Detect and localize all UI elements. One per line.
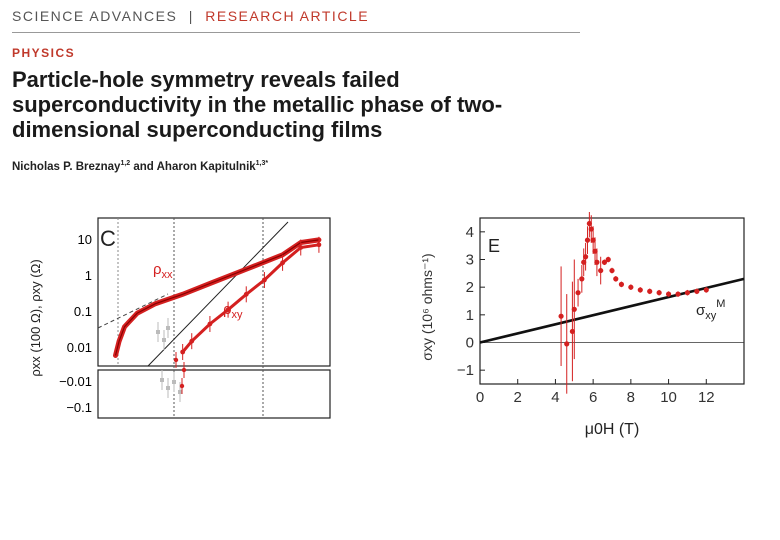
rho-xy-point (173, 357, 179, 363)
panel-c-letter: C (100, 226, 116, 251)
sigma-xy-model-line (479, 277, 745, 344)
section-label: PHYSICS (12, 46, 76, 60)
ytick-label: 0.1 (74, 304, 92, 319)
rho-xx-label: ρxx (153, 261, 173, 281)
article-type: RESEARCH ARTICLE (205, 8, 370, 24)
sigma-xy-point (605, 256, 611, 263)
sigma-xy-point (569, 328, 575, 335)
rho-xy-point (207, 321, 213, 327)
x-tick-label: 2 (514, 389, 522, 406)
ytick-label: 10 (78, 232, 92, 247)
author-name: Aharon Kapitulnik (156, 160, 256, 173)
figure-panel-c: ρxx (100 Ω), ρxy (Ω) C 10 1 0.1 0.01 −0.… (28, 217, 331, 419)
sigma-xy-point (613, 276, 619, 282)
author-list: Nicholas P. Breznay1,2 and Aharon Kapitu… (12, 160, 268, 173)
sigma-xy-point (586, 220, 592, 227)
sigma-xy-point (583, 254, 589, 260)
sigma-xy-point (579, 276, 585, 282)
sigma-xy-point (594, 259, 600, 265)
y-tick-label: 3 (466, 252, 474, 269)
panel-e-ylabel: σxy (10⁶ ohms⁻¹) (419, 253, 435, 360)
y-tick-label: 2 (466, 279, 474, 296)
grey-point (160, 378, 164, 382)
sigma-xy-annotation: σxyM (696, 298, 725, 322)
grey-point (156, 330, 160, 334)
sigma-xy-point (609, 267, 615, 274)
rho-xy-points (173, 236, 322, 394)
sigma-xy-point (588, 226, 594, 232)
sigma-xy-point (637, 287, 643, 293)
header-separator: | (188, 8, 194, 24)
sigma-xy-point (584, 237, 591, 243)
y-tick-label: 0 (466, 335, 474, 352)
rho-xy-point (179, 383, 185, 389)
sigma-xy-points (558, 212, 709, 394)
rho-xy-point (243, 291, 249, 297)
sigma-xy-point (564, 341, 570, 347)
sigma-xy-point (618, 281, 625, 287)
y-tick-label: −1 (457, 362, 474, 379)
grey-point (178, 390, 182, 394)
ytick-label: 1 (85, 268, 92, 283)
y-tick-label: 4 (466, 224, 474, 241)
rho-xy-label: ρxy (223, 301, 243, 321)
rho-xy-point (181, 367, 187, 373)
grey-error-points (156, 318, 182, 402)
sigma-xy-point (590, 237, 596, 243)
panel-c-upper-frame (97, 217, 331, 367)
author-affiliation: 1,3* (255, 160, 269, 167)
rho-xy-point (189, 338, 195, 344)
panel-e-xlabel: μ0H (T) (585, 421, 640, 438)
sigma-xy-point (684, 290, 691, 296)
sigma-xy-point (665, 291, 672, 297)
x-tick-label: 12 (698, 389, 715, 406)
rho-xy-point (280, 260, 285, 266)
sigma-xy-point (675, 291, 681, 297)
journal-name: SCIENCE ADVANCES (12, 8, 178, 24)
rho-xy-point (225, 307, 231, 313)
rho-xy-point (180, 349, 186, 355)
grey-point (172, 380, 176, 384)
sigma-xy-point (558, 313, 564, 319)
sigma-xy-point (647, 288, 653, 294)
sigma-xy-point (581, 259, 587, 265)
sigma-xy-point (575, 290, 581, 296)
rho-xx-fit-line (114, 239, 319, 356)
x-tick-label: 10 (660, 389, 677, 406)
journal-header: SCIENCE ADVANCES | RESEARCH ARTICLE (12, 8, 369, 24)
author-joiner: and (133, 160, 154, 173)
panel-e-frame (479, 217, 745, 385)
sigma-xy-point (571, 306, 577, 312)
sigma-xy-point (628, 284, 634, 290)
x-tick-label: 0 (476, 389, 484, 406)
x-tick-label: 8 (627, 389, 635, 406)
grey-point (166, 386, 170, 390)
ytick-label: 0.01 (67, 340, 92, 355)
panel-e-letter: E (488, 236, 500, 256)
sigma-xy-point (601, 259, 608, 265)
sigma-xy-point (598, 267, 604, 274)
rho-xy-point (298, 245, 304, 250)
sigma-xy-point (703, 287, 709, 293)
header-rule (12, 32, 580, 33)
grey-point (162, 338, 166, 342)
grey-point (166, 326, 170, 330)
panel-c-ylabel: ρxx (100 Ω), ρxy (Ω) (28, 259, 43, 376)
ytick-label: −0.1 (66, 400, 92, 415)
x-tick-label: 6 (589, 389, 597, 406)
panel-c-lower-frame (97, 369, 331, 419)
sigma-xy-point (656, 290, 662, 296)
author-name: Nicholas P. Breznay (12, 160, 121, 173)
rho-xy-point (316, 242, 322, 248)
sigma-xy-point (592, 248, 598, 254)
author-affiliation: 1,2 (120, 160, 131, 167)
x-tick-label: 4 (551, 389, 559, 406)
sigma-xy-point (694, 288, 700, 294)
rho-xy-point (262, 277, 267, 283)
ytick-label: −0.01 (59, 374, 92, 389)
article-title: Particle-hole symmetry reveals failed su… (12, 67, 503, 142)
y-tick-label: 1 (466, 307, 474, 324)
